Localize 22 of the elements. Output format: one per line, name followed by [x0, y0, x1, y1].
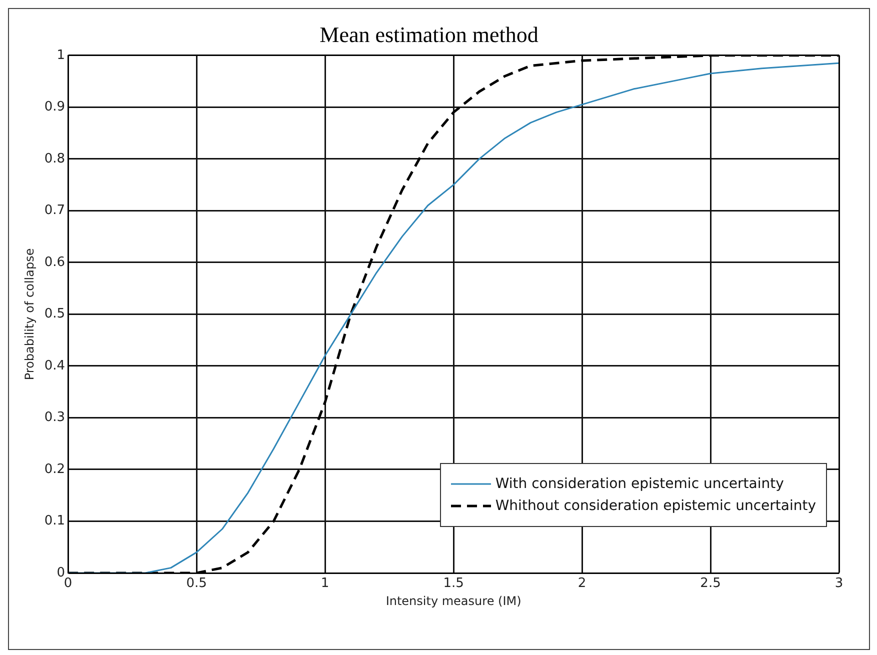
x-axis-title: Intensity measure (IM)	[386, 594, 522, 608]
legend-label: Whithout consideration epistemic uncertainty	[495, 498, 816, 514]
x-tick-label: 2	[578, 576, 586, 592]
y-tick-label: 1	[56, 48, 66, 63]
y-tick-label: 0.8	[44, 151, 66, 166]
x-tick-label: 1.5	[443, 576, 464, 592]
y-tick-label: 0.6	[44, 254, 66, 270]
y-tick-label: 0.4	[44, 358, 66, 374]
y-tick-label: 0.2	[44, 462, 66, 477]
y-axis-title: Probability of collapse	[22, 248, 36, 380]
x-tick-label: 2.5	[700, 576, 721, 592]
chart-title: Mean estimation method	[320, 22, 538, 47]
legend-label: With consideration epistemic uncertainty	[495, 476, 784, 492]
x-tick-label: 1	[320, 576, 330, 592]
y-tick-label: 0.5	[44, 306, 66, 322]
x-tick-label: 3	[834, 576, 844, 592]
y-tick-label: 0.3	[44, 410, 66, 426]
y-tick-label: 0	[56, 565, 66, 580]
y-tick-label: 0.1	[44, 514, 66, 529]
y-tick-label: 0.7	[44, 203, 66, 218]
x-tick-label: 0.5	[186, 576, 207, 592]
y-tick-label: 0.9	[44, 100, 66, 115]
